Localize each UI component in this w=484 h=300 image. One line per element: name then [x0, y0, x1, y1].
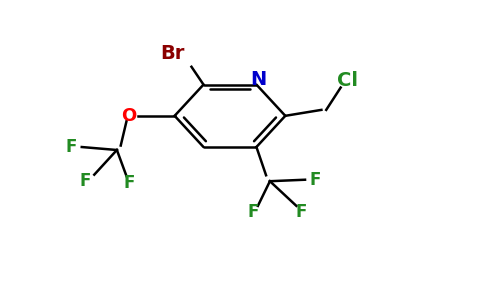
Text: F: F — [310, 171, 321, 189]
Text: O: O — [121, 107, 136, 125]
Text: F: F — [247, 203, 259, 221]
Text: F: F — [65, 138, 77, 156]
Text: N: N — [251, 70, 267, 89]
Text: F: F — [123, 174, 135, 192]
Text: Br: Br — [160, 44, 184, 63]
Text: Cl: Cl — [337, 71, 358, 90]
Text: F: F — [296, 203, 307, 221]
Text: F: F — [80, 172, 91, 190]
